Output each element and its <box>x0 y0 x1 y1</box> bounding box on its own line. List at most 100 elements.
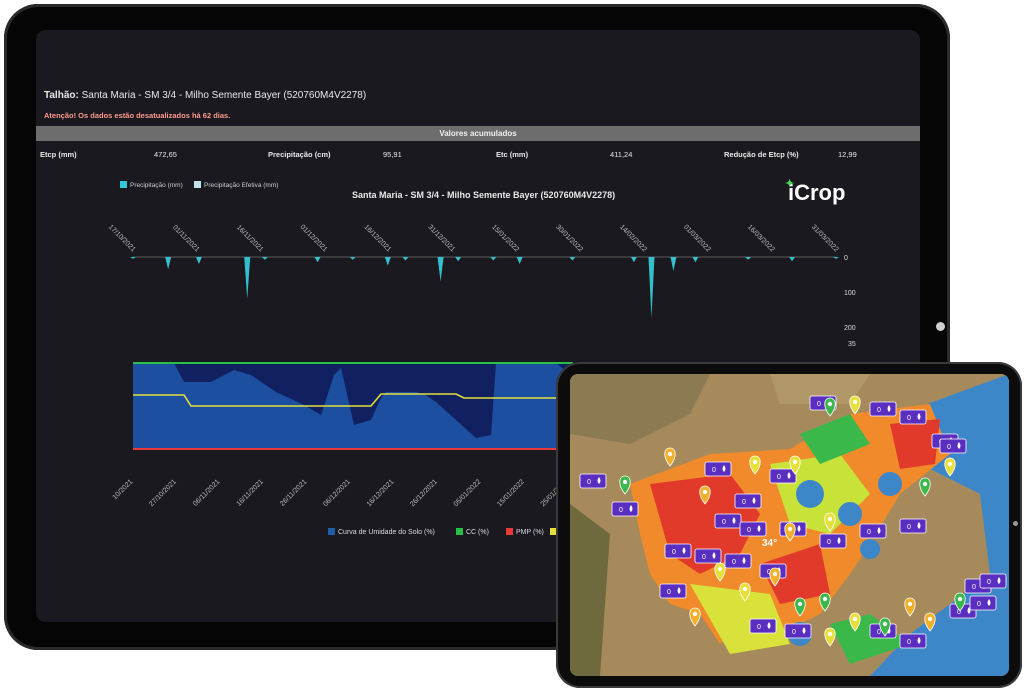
drop-icon <box>837 537 841 544</box>
pin-center <box>947 461 953 467</box>
outdated-warning: Atenção! Os dados estão desatualizados h… <box>44 111 231 120</box>
location-pin-icon <box>904 597 916 617</box>
map-zone-red <box>890 419 940 469</box>
badge-value: 0 <box>817 401 821 408</box>
soil-x-tick: 15/01/2022 <box>496 478 526 508</box>
drop-icon <box>742 557 746 564</box>
sensor-badge <box>739 521 767 537</box>
pin-center <box>927 616 933 622</box>
pin-center <box>622 479 628 485</box>
map-field-tile <box>770 374 870 404</box>
legend-cc[interactable]: CC (%) <box>456 528 489 536</box>
logo-text: iCrop <box>788 180 846 205</box>
legend-swatch <box>120 181 127 188</box>
drop-icon <box>802 627 806 634</box>
soil-x-tick: 10/2021 <box>112 478 135 501</box>
legend-swatch <box>506 528 513 535</box>
accumulated-values-header: Valores acumulados <box>36 126 920 141</box>
location-pin-icon <box>664 447 676 467</box>
precip-x-tick: 01/12/2021 <box>299 224 329 254</box>
sensor-badge <box>819 533 847 549</box>
soil-x-tick: 26/12/2021 <box>409 478 439 508</box>
location-pin-icon <box>819 592 831 612</box>
badge-value: 0 <box>742 499 746 506</box>
badge-value: 0 <box>792 629 796 636</box>
drop-icon <box>752 497 756 504</box>
precip-x-tick: 31/12/2021 <box>426 224 456 254</box>
legend-swatch <box>456 528 463 535</box>
drop-icon <box>597 477 601 484</box>
pin-center <box>742 586 748 592</box>
location-pin-icon <box>954 592 966 612</box>
badge-value: 0 <box>732 559 736 566</box>
soil-x-tick: 26/11/2021 <box>279 478 308 507</box>
precip-x-tick: 30/01/2022 <box>554 224 584 254</box>
precip-x-tick: 14/02/2022 <box>618 224 648 254</box>
soil-x-tick: 16/11/2021 <box>236 478 265 507</box>
precip-area <box>130 257 839 319</box>
charts-canvas: 17/10/2021 01/11/2021 16/11/2021 01/12/2021… <box>107 224 856 509</box>
precip-x-tick: 17/10/2021 <box>107 224 137 254</box>
pin-center <box>852 399 858 405</box>
location-pin-icon <box>689 607 701 627</box>
legend-label: Curva de Umidade do Solo (%) <box>338 529 435 536</box>
map-zone-green <box>800 414 870 464</box>
pin-center <box>827 516 833 522</box>
drop-icon <box>917 522 921 529</box>
farm-map[interactable]: 00000000000000000000000000000 34° <box>570 374 1009 676</box>
sensor-badge <box>714 513 742 529</box>
legend-precip[interactable]: Precipitação (mm) <box>120 181 183 189</box>
legend-precip-effective[interactable]: Precipitação Efetiva (mm) <box>194 181 278 189</box>
yellow-line <box>133 393 573 407</box>
pin-center <box>792 459 798 465</box>
sensor-badge <box>664 543 692 559</box>
pin-center <box>717 566 723 572</box>
sensor-badge <box>899 409 927 425</box>
location-pin-icon <box>849 612 861 632</box>
map-field-tile <box>570 504 610 676</box>
sensor-badge <box>704 461 732 477</box>
badge-value: 0 <box>722 519 726 526</box>
stat-label-precip: Precipitação (cm) <box>268 150 331 159</box>
map-pivot <box>878 472 902 496</box>
badge-value: 0 <box>702 554 706 561</box>
location-pin-icon <box>824 627 836 647</box>
map-pivot <box>838 502 862 526</box>
pin-center <box>827 401 833 407</box>
pin-center <box>797 601 803 607</box>
location-pin-icon <box>619 475 631 495</box>
location-pin-icon <box>924 612 936 632</box>
legend-pmp[interactable]: PMP (%) <box>506 528 544 536</box>
chart-title: Santa Maria - SM 3/4 - Milho Semente Bay… <box>352 190 616 200</box>
pin-center <box>922 481 928 487</box>
sensor-badges: 00000000000000000000000000000 <box>579 395 1007 649</box>
stat-label-etc: Etc (mm) <box>496 150 529 159</box>
soil-x-tick: 06/12/2021 <box>322 478 352 508</box>
location-pin-icon <box>824 397 836 417</box>
precip-x-ticks: 17/10/2021 01/11/2021 16/11/2021 01/12/2021… <box>107 224 840 254</box>
drop-icon <box>682 547 686 554</box>
sensor-badge <box>694 548 722 564</box>
precip-x-tick: 16/11/2021 <box>235 224 264 253</box>
legend-swatch <box>550 528 557 535</box>
map-zone-yellowgreen <box>690 584 790 654</box>
drop-icon <box>797 525 801 532</box>
sensor-badge <box>734 493 762 509</box>
legend-yellow[interactable] <box>550 528 560 536</box>
pin-center <box>752 459 758 465</box>
badge-value: 0 <box>977 601 981 608</box>
badge-value: 0 <box>619 507 623 514</box>
soil-x-tick: 05/01/2022 <box>453 478 483 508</box>
drop-icon <box>917 637 921 644</box>
soil-moisture-chart: 35 <box>133 341 856 450</box>
precip-x-tick: 31/03/2022 <box>810 224 840 254</box>
drop-icon <box>787 472 791 479</box>
small-tablet-camera <box>1013 521 1018 526</box>
sensor-badge <box>969 595 997 611</box>
map-pivot <box>860 539 880 559</box>
pin-center <box>787 526 793 532</box>
legend-soil-curve[interactable]: Curva de Umidade do Solo (%) <box>328 528 435 536</box>
drop-icon <box>887 405 891 412</box>
badge-value: 0 <box>667 589 671 596</box>
stat-value-precip: 95,91 <box>383 150 402 159</box>
